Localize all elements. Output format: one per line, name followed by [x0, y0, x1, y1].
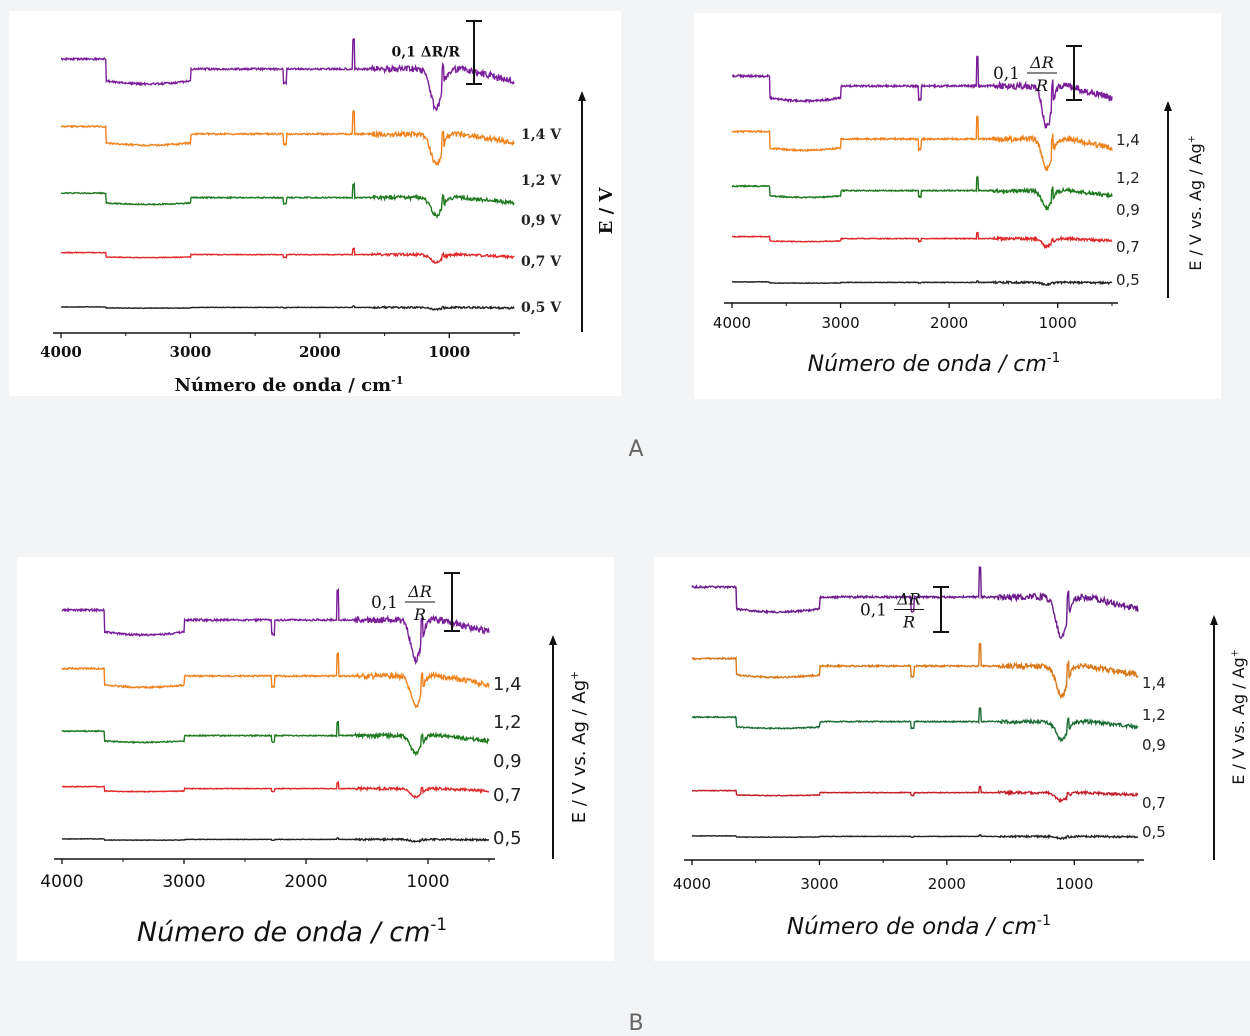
y-axis-label: E / V vs. Ag / Ag+ — [1186, 135, 1205, 271]
panel-b-left: 1,4 1,2 0,9 0,7 0,5 4000 3000 2000 1000 Número de… — [17, 557, 614, 961]
potential-axis-arrowhead — [1210, 615, 1218, 625]
y-axis-label: E / V vs. Ag / Ag+ — [568, 671, 590, 823]
potential-axis-arrowhead — [578, 91, 586, 101]
series-label-1: 1,4 — [1116, 131, 1140, 149]
x-tick-label-2000: 2000 — [928, 875, 966, 893]
scale-bar-denominator: R — [413, 605, 426, 624]
series-line-1 — [731, 55, 1113, 130]
x-tick-label-1000: 1000 — [428, 343, 470, 361]
series-label-3: 0,9 — [493, 751, 522, 772]
x-tick-label-4000: 4000 — [40, 872, 83, 892]
x-tick-label-1000: 1000 — [406, 872, 449, 892]
scale-bar-prefix: 0,1 — [860, 601, 887, 621]
y-axis-label: E / V — [596, 187, 617, 235]
series-line-2 — [61, 651, 490, 709]
series-label-5: 0,5 — [1116, 271, 1140, 289]
chart-a-left: 1,4 V 1,2 V 0,9 V 0,7 V 0,5 V 4000 3000 2000 100… — [40, 20, 617, 396]
scale-bar-numerator: ΔR — [1029, 53, 1054, 72]
x-axis-label: Número de onda / cm-1 — [137, 914, 447, 948]
x-tick-label-3000: 3000 — [162, 872, 205, 892]
series-line-4 — [692, 785, 1139, 804]
series-label-2: 1,2 — [1142, 706, 1166, 724]
chart-b-right: 1,4 1,2 0,9 0,7 0,5 4000 3000 2000 1000 Número de… — [673, 565, 1248, 940]
scale-bar-label: 0,1 ΔR/R — [392, 45, 461, 61]
series-line-2 — [692, 643, 1139, 700]
series-line-2 — [731, 114, 1113, 172]
scale-bar-prefix: 0,1 — [371, 593, 398, 613]
series-label-2: 1,2 — [493, 712, 522, 733]
series-line-4 — [61, 780, 490, 800]
series-line-4 — [60, 247, 515, 265]
series-label-5: 0,5 V — [521, 300, 562, 316]
series-label-1: 1,4 V — [521, 127, 562, 143]
series-label-4: 0,7 — [1142, 794, 1166, 812]
series-label-1: 1,4 — [493, 674, 522, 695]
scale-bar-numerator: ΔR — [896, 590, 921, 609]
caption-a: A — [628, 437, 644, 462]
x-tick-label-3000: 3000 — [821, 314, 859, 332]
x-tick-label-3000: 3000 — [800, 875, 838, 893]
chart-a-right: 1,4 1,2 0,9 0,7 0,5 4000 3000 2000 1000 Número de… — [713, 45, 1205, 377]
series-label-4: 0,7 — [493, 785, 522, 806]
series-line-3 — [61, 182, 515, 220]
x-tick-label-1000: 1000 — [1055, 875, 1093, 893]
x-axis-label: Número de onda / cm-1 — [175, 374, 404, 396]
series-line-5 — [731, 279, 1113, 287]
series-label-3: 0,9 — [1142, 736, 1166, 754]
series-line-5 — [61, 836, 490, 844]
series-label-4: 0,7 — [1116, 238, 1140, 256]
series-label-2: 1,2 V — [521, 173, 562, 189]
series-line-1 — [691, 565, 1139, 640]
series-label-2: 1,2 — [1116, 169, 1140, 187]
x-tick-label-3000: 3000 — [170, 343, 212, 361]
x-tick-label-4000: 4000 — [673, 875, 711, 893]
series-line-4 — [731, 231, 1113, 250]
x-tick-label-2000: 2000 — [299, 343, 341, 361]
scale-bar-numerator: ΔR — [407, 582, 432, 601]
x-tick-label-2000: 2000 — [930, 314, 968, 332]
x-tick-label-2000: 2000 — [284, 872, 327, 892]
x-tick-label-4000: 4000 — [713, 314, 751, 332]
scale-bar-denominator: R — [1035, 76, 1048, 95]
potential-axis-arrowhead — [549, 635, 557, 645]
potential-axis-arrowhead — [1164, 101, 1172, 111]
y-axis-label: E / V vs. Ag / Ag+ — [1229, 649, 1248, 785]
series-label-3: 0,9 — [1116, 201, 1140, 219]
series-label-5: 0,5 — [493, 828, 522, 849]
series-label-1: 1,4 — [1142, 674, 1166, 692]
scale-bar-denominator: R — [902, 613, 915, 632]
series-label-4: 0,7 V — [521, 254, 562, 270]
series-line-3 — [731, 175, 1113, 212]
series-label-5: 0,5 — [1142, 823, 1166, 841]
panel-b-right: 1,4 1,2 0,9 0,7 0,5 4000 3000 2000 1000 Número de… — [654, 557, 1250, 961]
x-axis-label: Número de onda / cm-1 — [808, 350, 1061, 377]
series-line-1 — [61, 587, 490, 666]
x-tick-label-4000: 4000 — [40, 343, 82, 361]
caption-b: B — [628, 1011, 644, 1036]
chart-b-left: 1,4 1,2 0,9 0,7 0,5 4000 3000 2000 1000 Número de… — [40, 572, 590, 948]
series-line-5 — [60, 305, 515, 312]
panel-a-left: 1,4 V 1,2 V 0,9 V 0,7 V 0,5 V 4000 3000 2000 100… — [9, 11, 621, 396]
x-axis-label: Número de onda / cm-1 — [787, 913, 1051, 940]
scale-bar-prefix: 0,1 — [993, 64, 1020, 84]
x-tick-label-1000: 1000 — [1039, 314, 1077, 332]
series-line-5 — [691, 833, 1139, 841]
series-line-3 — [691, 707, 1139, 743]
series-line-3 — [61, 720, 490, 757]
series-line-1 — [60, 38, 515, 112]
panel-a-right: 1,4 1,2 0,9 0,7 0,5 4000 3000 2000 1000 Número de… — [694, 13, 1221, 399]
series-line-2 — [60, 110, 515, 166]
series-label-3: 0,9 V — [521, 213, 562, 229]
